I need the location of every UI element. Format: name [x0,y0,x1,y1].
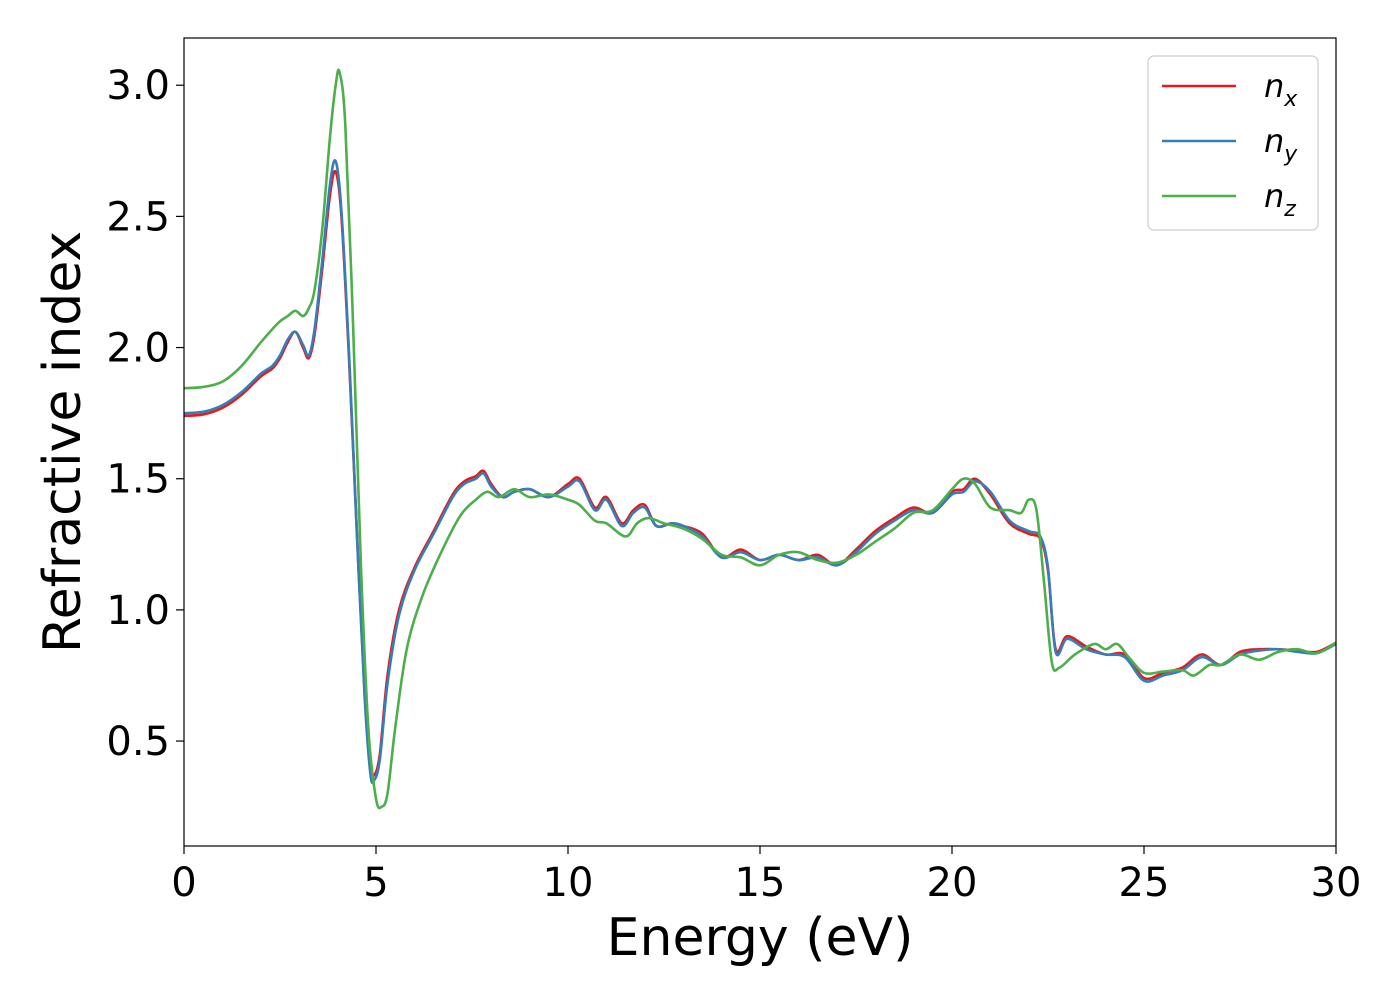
x-tick-label: 20 [927,860,978,906]
y-tick-label: 1.0 [106,588,170,634]
x-tick-label: 5 [363,860,388,906]
legend-label-main: n [1264,122,1284,160]
legend-label-main: n [1264,177,1284,215]
legend-label-n-z: nz [1264,177,1296,222]
y-tick-label: 3.0 [106,63,170,109]
y-axis-label: Refractive index [33,231,93,653]
x-tick-label: 10 [543,860,594,906]
series-layer [184,68,1336,810]
legend-label-subscript: x [1283,87,1298,112]
legend-label-n-x: nx [1264,67,1298,112]
legend-box [1147,55,1319,231]
legend-label-subscript: z [1283,197,1296,222]
x-tick-label: 0 [171,860,196,906]
y-tick-label: 2.0 [106,326,170,372]
series-line-n-z [184,68,1336,810]
ticks-layer: 0 5 10 15 20 25 30 0.5 1.0 1.5 2.0 2.5 3.0 [106,63,1361,906]
x-tick-label: 30 [1311,860,1362,906]
legend-label-n-y: ny [1264,122,1298,167]
x-tick-label: 25 [1119,860,1170,906]
legend-label-subscript: y [1283,142,1298,167]
legend-label-main: n [1264,67,1284,105]
y-tick-label: 2.5 [106,194,170,240]
x-axis-label: Energy (eV) [607,908,914,968]
y-tick-label: 1.5 [106,457,170,503]
x-tick-label: 15 [735,860,786,906]
series-line-n-y [184,159,1336,785]
y-tick-label: 0.5 [106,719,170,765]
